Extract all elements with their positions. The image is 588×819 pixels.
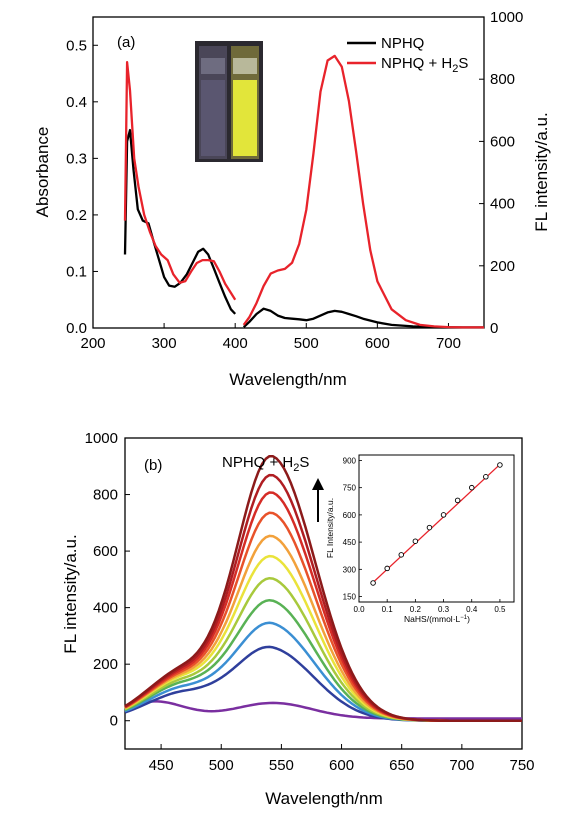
- inset-x-tick-label: 0.0: [353, 605, 365, 614]
- inset-fit-line: [372, 463, 501, 583]
- absorbance-line-nphq: [123, 128, 237, 315]
- inset-frame: [358, 454, 515, 603]
- inset-y-tick-label: 750: [343, 484, 357, 493]
- y-tick-label-b: 400: [93, 600, 118, 617]
- x-tick-label-b: 650: [389, 757, 414, 774]
- x-tick-label-a: 500: [294, 335, 319, 352]
- y-tick-label-b: 200: [93, 656, 118, 673]
- x-tick-label-b: 700: [449, 757, 474, 774]
- annotation-nphq-h2s: NPHQ + H2S: [222, 454, 309, 474]
- inset-point: [370, 580, 376, 586]
- y-tick-label-left-a: 0.4: [66, 94, 87, 111]
- inset-y-tick-label: 900: [343, 456, 357, 465]
- inset-y-tick-label: 600: [343, 511, 357, 520]
- spectrum-line-10: [124, 454, 522, 722]
- y-tick-label-b: 600: [93, 543, 118, 560]
- cuvette-photo: [195, 41, 263, 162]
- plot-frame-b: [124, 437, 523, 750]
- y-tick-label-left-a: 0.2: [66, 207, 87, 224]
- inset-x-tick-label: 0.2: [410, 605, 422, 614]
- increase-arrow: [312, 478, 324, 522]
- inset-point: [454, 497, 461, 504]
- spectrum-line-1: [124, 645, 522, 722]
- y-tick-label-right-a: 200: [490, 258, 515, 275]
- panel-label-a: (a): [117, 34, 135, 51]
- y-tick-label-left-a: 0.1: [66, 263, 87, 280]
- calibration-inset: 0.0 0.1 0.2 0.3 0.4 0.5 150 300 450 600 750 900 NaH…: [325, 454, 515, 624]
- inset-point: [440, 512, 447, 518]
- inset-x-tick-label: 0.1: [382, 605, 394, 614]
- inset-point: [384, 565, 390, 572]
- inset-y-tick-label: 450: [343, 538, 357, 547]
- x-tick-label-b: 550: [269, 757, 294, 774]
- y-tick-label-b: 0: [110, 713, 118, 730]
- spectrum-line-0: [124, 700, 522, 720]
- inset-y-tick-label: 150: [343, 593, 357, 602]
- x-tick-label-a: 700: [436, 335, 461, 352]
- fluorescence-line-nphq: [242, 307, 484, 329]
- inset-x-tick-label: 0.3: [438, 605, 450, 614]
- panel-b-curves: [124, 454, 522, 722]
- x-tick-label-a: 300: [152, 335, 177, 352]
- x-tick-label-b: 750: [509, 757, 534, 774]
- y-tick-label-right-a: 0: [490, 320, 498, 337]
- panel-label-b: (b): [144, 457, 162, 474]
- panel-b-axes: 450 500 550 600 650 700 750 0 200 400 600 800 1000: [85, 430, 535, 774]
- x-axis-label-b: Wavelength/nm: [265, 789, 382, 808]
- panel-a: 200 300 400 500 600 700 0.0 0.1 0.2 0.3 0.4 0.5 0 200…: [33, 9, 551, 389]
- inset-point: [483, 474, 489, 480]
- legend-a: NPHQ NPHQ + H2S: [347, 35, 468, 75]
- inset-point: [468, 484, 475, 491]
- y-tick-label-left-a: 0.5: [66, 37, 87, 54]
- inset-x-tick-label: 0.4: [466, 605, 478, 614]
- y-tick-label-b: 1000: [85, 430, 118, 447]
- inset-axes: 0.0 0.1 0.2 0.3 0.4 0.5 150 300 450 600 750 900: [343, 456, 506, 614]
- inset-marks: [370, 462, 503, 586]
- panel-a-curves: [123, 54, 484, 329]
- plot-frame-a: [92, 16, 485, 329]
- inset-point: [426, 524, 433, 531]
- y-axis-label-right-a: FL intensity/a.u.: [532, 112, 551, 231]
- x-tick-label-a: 200: [80, 335, 105, 352]
- y-tick-label-right-a: 600: [490, 133, 515, 150]
- panel-b: 450 500 550 600 650 700 750 0 200 400 600 800 1000 (…: [61, 430, 535, 808]
- y-tick-label-right-a: 400: [490, 196, 515, 213]
- fluorescence-line-nphq-h2s: [242, 54, 484, 329]
- inset-x-label: NaHS/(mmol·L−1): [404, 614, 470, 624]
- y-axis-label-left-a: Absorbance: [33, 127, 52, 218]
- x-tick-label-b: 600: [329, 757, 354, 774]
- inset-y-tick-label: 300: [343, 565, 357, 574]
- x-tick-label-b: 450: [149, 757, 174, 774]
- y-tick-label-right-a: 800: [490, 71, 515, 88]
- x-axis-label-a: Wavelength/nm: [229, 370, 346, 389]
- inset-point: [398, 552, 405, 558]
- legend-label-nphq-h2s: NPHQ + H2S: [381, 55, 468, 75]
- x-tick-label-a: 400: [223, 335, 248, 352]
- inset-x-tick-label: 0.5: [494, 605, 506, 614]
- inset-point: [412, 538, 419, 544]
- y-axis-label-b: FL intensity/a.u.: [61, 534, 80, 653]
- inset-point: [497, 462, 503, 468]
- panel-a-axes: 200 300 400 500 600 700 0.0 0.1 0.2 0.3 0.4 0.5 0 200…: [66, 9, 523, 352]
- x-tick-label-b: 500: [209, 757, 234, 774]
- legend-label-nphq: NPHQ: [381, 35, 424, 52]
- absorbance-line-nphq-h2s: [123, 61, 237, 301]
- y-tick-label-left-a: 0.0: [66, 320, 87, 337]
- y-tick-label-left-a: 0.3: [66, 150, 87, 167]
- x-tick-label-a: 600: [365, 335, 390, 352]
- inset-y-label: FL Intensity/a.u.: [325, 498, 335, 558]
- y-tick-label-right-a: 1000: [490, 9, 523, 26]
- y-tick-label-b: 800: [93, 487, 118, 504]
